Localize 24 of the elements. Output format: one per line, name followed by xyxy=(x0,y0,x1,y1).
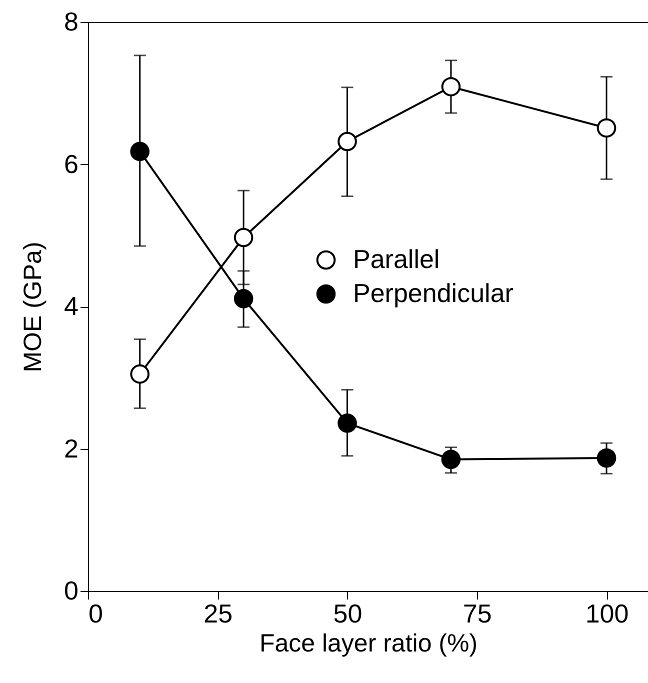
y-tick-label: 8 xyxy=(64,6,78,36)
point xyxy=(234,289,254,308)
point xyxy=(130,364,150,384)
y-tick-label: 2 xyxy=(64,433,78,464)
point xyxy=(338,414,357,433)
point xyxy=(130,142,150,162)
x-tick-label: 0 xyxy=(88,598,103,628)
x-tick-label: 50 xyxy=(333,598,362,628)
point xyxy=(338,132,357,152)
point xyxy=(441,77,461,96)
y-axis-title: MOE (GPa) xyxy=(19,242,48,372)
y-tick-label: 4 xyxy=(64,291,78,321)
x-tick-label: 25 xyxy=(204,598,233,628)
x-axis-title: Face layer ratio (%) xyxy=(259,630,478,658)
x-tick-label: 100 xyxy=(585,598,629,628)
x-tick-label: 75 xyxy=(462,598,492,628)
y-tick-label: 0 xyxy=(64,576,78,606)
point xyxy=(234,228,254,248)
legend-label: Perpendicular xyxy=(353,278,514,308)
point xyxy=(596,118,616,138)
point xyxy=(441,450,461,470)
legend-label: Parallel xyxy=(353,244,440,274)
point xyxy=(596,448,616,468)
y-tick-label: 6 xyxy=(64,148,78,179)
